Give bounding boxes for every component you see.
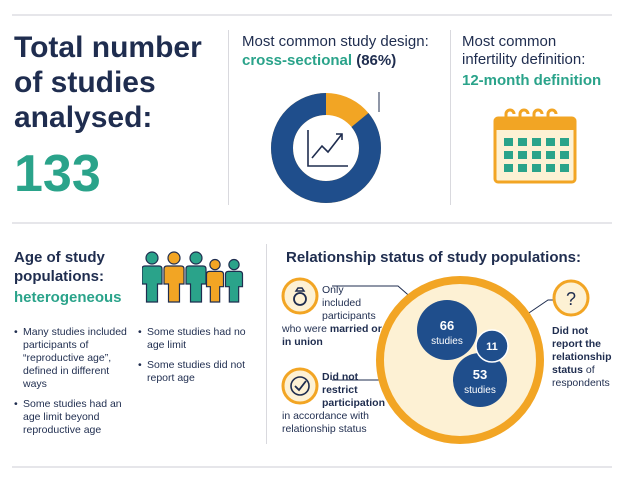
- middle-divider: [12, 222, 612, 224]
- unrestricted-note: in accordance with relationship status: [282, 410, 369, 435]
- age-heading: Age of study populations:: [14, 249, 105, 285]
- total-studies-heading: Total number of studies analysed:: [14, 31, 202, 134]
- line-chart-icon: [307, 130, 348, 167]
- divider-vertical-1: [228, 30, 229, 205]
- age-value: heterogeneous: [14, 289, 122, 306]
- bottom-divider: [12, 466, 612, 468]
- divider-vertical-2: [450, 30, 451, 205]
- total-studies-count: 133: [14, 145, 101, 203]
- list-item: Some studies had an age limit beyond rep…: [14, 398, 132, 437]
- married-unit: studies: [431, 336, 463, 347]
- unrestricted-circle: [453, 353, 507, 407]
- list-item: Some studies had no age limit: [138, 326, 260, 352]
- relationship-heading: Relationship status of study populations…: [286, 249, 582, 266]
- question-icon: ?: [552, 279, 590, 317]
- study-design-label: Most common study design:: [242, 33, 429, 50]
- unreported-note: Did not report the relationship status o…: [552, 325, 612, 389]
- top-divider: [12, 14, 612, 16]
- relationship-diagram: 66 studies 53 studies 11 ?: [281, 276, 590, 444]
- infertility-label: Most common infertility definition:: [462, 33, 586, 68]
- study-design-donut: [271, 92, 381, 203]
- calendar-icon: [493, 108, 577, 184]
- married-count: 66: [440, 318, 454, 333]
- svg-text:?: ?: [566, 289, 576, 309]
- unreported-circle: [475, 329, 509, 363]
- age-bullets-left: Many studies included participants of “r…: [14, 326, 132, 444]
- donut-cross-sectional-arc: [271, 93, 381, 203]
- unreported-count: 11: [486, 341, 498, 353]
- unrestricted-count: 53: [473, 367, 487, 382]
- age-bullets-right: Some studies had no age limit Some studi…: [138, 326, 260, 392]
- list-item: Some studies did not report age: [138, 359, 260, 385]
- list-item: Many studies included participants of “r…: [14, 326, 132, 391]
- married-note: Only included participants: [322, 284, 376, 322]
- married-note-bold: who were married or in union: [282, 323, 382, 348]
- married-circle: [417, 300, 477, 360]
- unrestricted-unit: studies: [464, 385, 496, 396]
- people-icon: [142, 251, 244, 303]
- ring-icon: [281, 277, 319, 315]
- unrestricted-note-bold: Did not restrict participation: [322, 371, 386, 409]
- checkmark-icon: [281, 367, 319, 405]
- study-design-value: cross-sectional (86%): [242, 52, 397, 69]
- infertility-value: 12-month definition: [462, 72, 602, 89]
- divider-vertical-3: [266, 244, 267, 444]
